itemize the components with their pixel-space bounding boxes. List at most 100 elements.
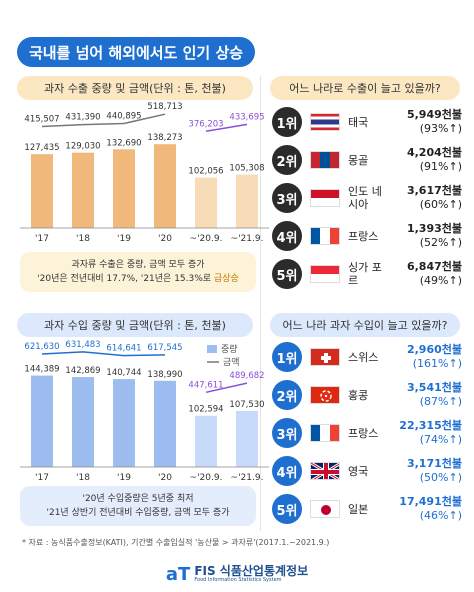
switzerland-flag-icon bbox=[310, 348, 340, 366]
rank-values: 3,617천불 (60%↑) bbox=[407, 184, 462, 212]
import-line-period bbox=[205, 382, 248, 394]
rank-values: 3,541천불 (87%↑) bbox=[407, 381, 462, 409]
rank-values: 22,315천불 (74%↑) bbox=[399, 419, 462, 447]
export-tick-label-2: '19 bbox=[117, 234, 131, 244]
import-bar-label-1: 142,869 bbox=[65, 366, 100, 376]
country-name: 태국 bbox=[348, 115, 369, 129]
rank-values: 4,204천불 (91%↑) bbox=[407, 146, 462, 174]
import-bar-3 bbox=[154, 380, 176, 467]
import-bar-4 bbox=[195, 415, 217, 467]
export-line-label-4: 376,203 bbox=[188, 119, 223, 129]
legend-weight: 중량 bbox=[207, 342, 238, 355]
export-line-period bbox=[205, 123, 248, 133]
export-bar-label-3: 138,273 bbox=[147, 133, 182, 143]
import-tick-label-0: '17 bbox=[35, 473, 49, 483]
france-flag-icon bbox=[310, 424, 340, 442]
legend-amount-line bbox=[207, 360, 219, 363]
country-name: 일본 bbox=[348, 502, 369, 516]
country-name: 프랑스 bbox=[348, 229, 379, 243]
export-ranking-title: 어느 나라로 수출이 늘고 있을까? bbox=[270, 76, 460, 100]
growth: (74%↑) bbox=[419, 433, 462, 446]
amount: 17,491천불 bbox=[399, 495, 462, 508]
export-line-label-2: 440,895 bbox=[106, 111, 141, 121]
import-note-line2: '21년 상반기 전년대비 수입중량, 금액 모두 증가 bbox=[46, 508, 230, 518]
rank-values: 5,949천불 (93%↑) bbox=[407, 108, 462, 136]
amount: 1,393천불 bbox=[406, 222, 462, 235]
export-tick-label-5: ~'21.9. bbox=[231, 234, 264, 244]
export-bar-4 bbox=[195, 177, 217, 228]
rank-badge: 4위 bbox=[272, 221, 302, 251]
import-tick-label-4: ~'20.9. bbox=[190, 473, 223, 483]
rank-badge: 3위 bbox=[272, 183, 302, 213]
growth: (91%↑) bbox=[419, 160, 462, 173]
country-name: 홍콩 bbox=[348, 388, 369, 402]
export-bar-label-4: 102,056 bbox=[188, 167, 223, 177]
growth: (46%↑) bbox=[419, 509, 462, 522]
indonesia-flag-icon bbox=[310, 189, 340, 207]
export-bar-label-0: 127,435 bbox=[24, 143, 59, 153]
page-title: 국내를 넘어 해외에서도 인기 상승 bbox=[17, 37, 255, 67]
legend-amount: 금액 bbox=[207, 355, 240, 368]
export-note-line2: '20년은 전년대비 17.7%, '21년은 15.3%로 급상승 bbox=[30, 272, 246, 286]
export-line-label-5: 433,695 bbox=[229, 112, 264, 122]
import-rank-row-5: 5위 일본 17,491천불 (46%↑) bbox=[272, 494, 462, 524]
rank-badge: 2위 bbox=[272, 145, 302, 175]
export-tick-label-0: '17 bbox=[35, 234, 49, 244]
import-note: '20년 수입중량은 5년중 최저 '21년 상반기 전년대비 수입중량, 금액… bbox=[20, 486, 256, 526]
japan-flag-icon bbox=[310, 500, 340, 518]
export-rank-row-3: 3위 인도 네시아 3,617천불 (60%↑) bbox=[272, 183, 462, 213]
export-rank-row-1: 1위 태국 5,949천불 (93%↑) bbox=[272, 107, 462, 137]
import-bar-2 bbox=[113, 379, 135, 467]
import-line-label-1: 631,483 bbox=[65, 340, 100, 350]
country-name: 몽골 bbox=[348, 153, 369, 167]
export-tick-label-1: '18 bbox=[76, 234, 90, 244]
amount: 4,204천불 bbox=[406, 146, 462, 159]
mongolia-flag-icon bbox=[310, 151, 340, 169]
country-name: 프랑스 bbox=[348, 426, 379, 440]
legend-weight-swatch bbox=[207, 344, 217, 353]
footer-text: FIS 식품산업통계정보 Food Information Statistics… bbox=[194, 565, 308, 584]
export-tick-label-3: '20 bbox=[158, 234, 172, 244]
import-tick-label-5: ~'21.9. bbox=[231, 473, 264, 483]
export-chart-title: 과자 수출 중량 및 금액(단위 : 톤, 천불) bbox=[17, 76, 253, 100]
growth: (49%↑) bbox=[419, 274, 462, 287]
export-bar-2 bbox=[113, 149, 135, 228]
import-ranking-title: 어느 나라 과자 수입이 늘고 있을까? bbox=[270, 313, 460, 337]
import-bar-5 bbox=[236, 410, 258, 467]
import-bar-1 bbox=[72, 377, 94, 467]
amount: 3,171천불 bbox=[406, 457, 462, 470]
rank-values: 6,847천불 (49%↑) bbox=[407, 260, 462, 288]
export-bar-3 bbox=[154, 144, 176, 228]
amount: 5,949천불 bbox=[406, 108, 462, 121]
export-rank-row-2: 2위 몽골 4,204천불 (91%↑) bbox=[272, 145, 462, 175]
rank-badge: 5위 bbox=[272, 259, 302, 289]
rank-values: 2,960천불 (161%↑) bbox=[407, 343, 462, 371]
import-note-line1: '20년 수입중량은 5년중 최저 bbox=[82, 494, 194, 504]
export-note-line1: 과자류 수출은 중량, 금액 모두 증가 bbox=[71, 260, 205, 270]
amount: 2,960천불 bbox=[406, 343, 462, 356]
rank-badge: 1위 bbox=[272, 107, 302, 137]
import-rank-row-4: 4위 영국 3,171천불 (50%↑) bbox=[272, 456, 462, 486]
import-line-label-4: 447,611 bbox=[188, 380, 223, 390]
export-bar-label-5: 105,308 bbox=[229, 164, 264, 174]
export-bar-1 bbox=[72, 152, 94, 228]
export-note: 과자류 수출은 중량, 금액 모두 증가 '20년은 전년대비 17.7%, '… bbox=[20, 252, 256, 292]
footer-logo: aT FIS 식품산업통계정보 Food Information Statist… bbox=[0, 556, 474, 592]
import-tick-label-2: '19 bbox=[117, 473, 131, 483]
import-bar-label-2: 140,744 bbox=[106, 368, 141, 378]
rank-badge: 4위 bbox=[272, 456, 302, 486]
rank-badge: 5위 bbox=[272, 494, 302, 524]
export-bar-label-1: 129,030 bbox=[65, 142, 100, 152]
import-tick-label-3: '20 bbox=[158, 473, 172, 483]
import-line-label-0: 621,630 bbox=[24, 342, 59, 352]
import-line-annual bbox=[41, 351, 166, 357]
export-rank-row-5: 5위 싱가 포르 6,847천불 (49%↑) bbox=[272, 259, 462, 289]
export-line-annual bbox=[41, 113, 166, 128]
growth: (87%↑) bbox=[419, 395, 462, 408]
growth: (60%↑) bbox=[419, 198, 462, 211]
import-tick-label-1: '18 bbox=[76, 473, 90, 483]
thailand-flag-icon bbox=[310, 113, 340, 131]
import-rank-row-2: 2위 홍콩 3,541천불 (87%↑) bbox=[272, 380, 462, 410]
france-flag-icon bbox=[310, 227, 340, 245]
